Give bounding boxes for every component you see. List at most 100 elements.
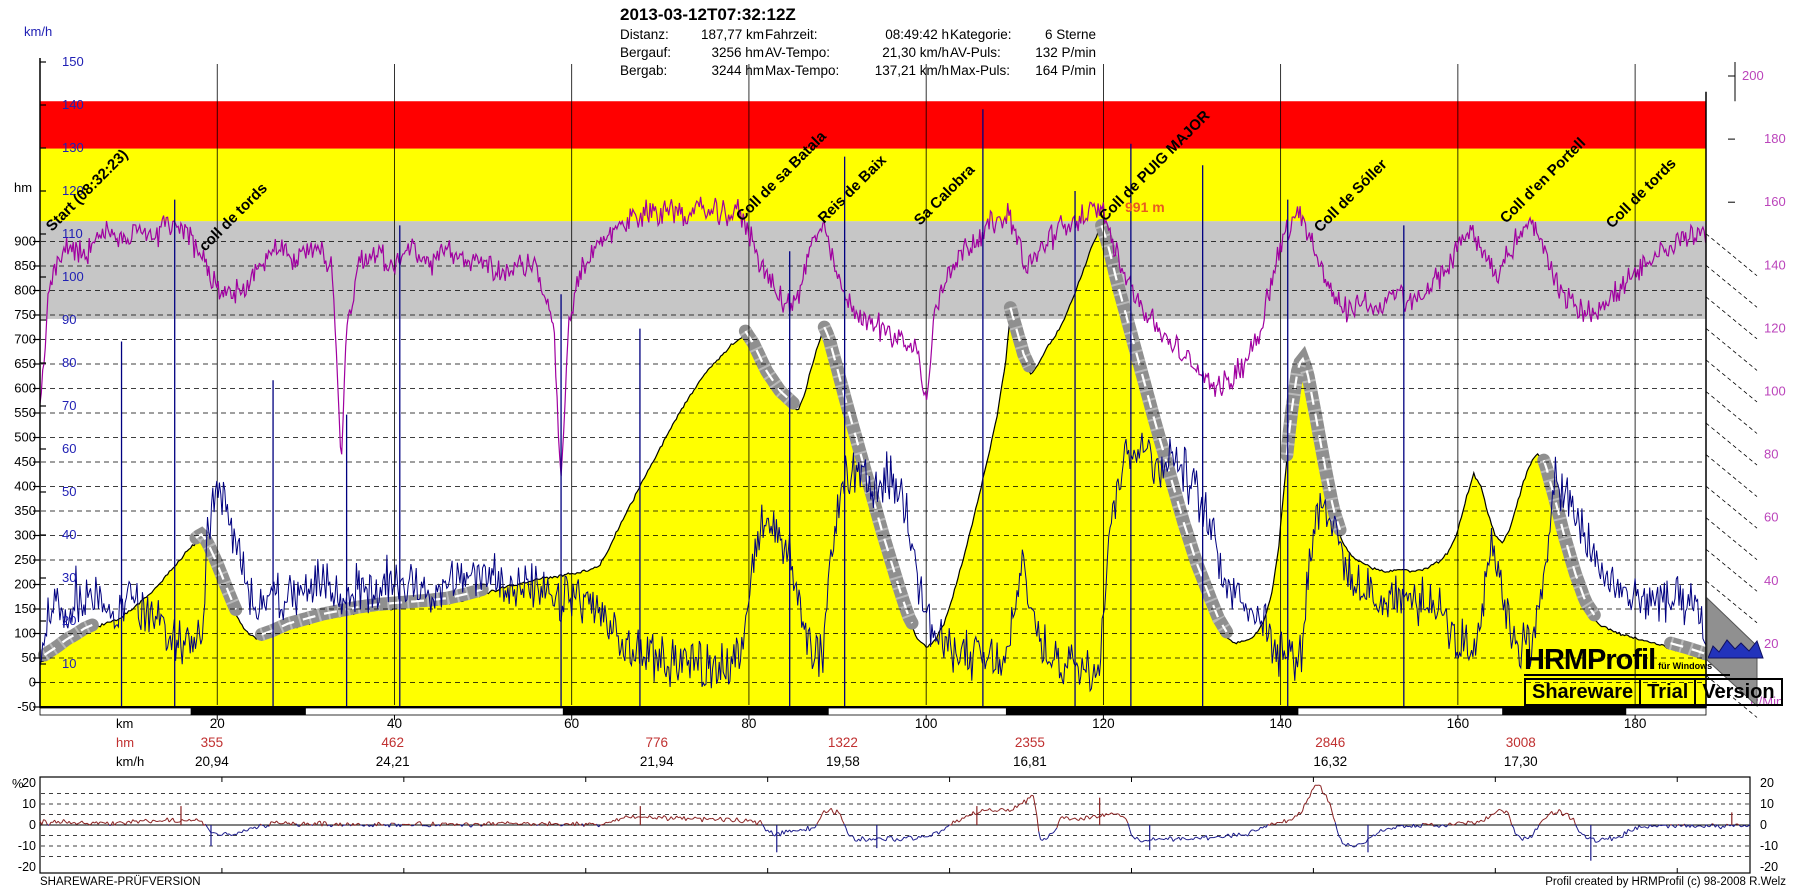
km-tick-label: 20 — [210, 716, 225, 731]
gradient-segment — [337, 822, 341, 827]
gradient-segment — [1373, 834, 1376, 837]
gradient-segment — [920, 835, 923, 838]
gradient-segment — [650, 816, 654, 820]
gradient-segment — [114, 822, 117, 826]
gradient-segment — [112, 821, 116, 826]
gradient-segment — [1060, 816, 1063, 819]
gradient-segment — [1369, 836, 1372, 839]
gradient-segment — [836, 809, 840, 814]
gradient-segment — [350, 823, 354, 827]
gradient-segment — [847, 833, 850, 837]
gradient-segment — [954, 819, 958, 823]
gradient-segment — [221, 832, 225, 836]
stat-label: Fahrzeit: — [765, 27, 818, 42]
gradient-segment — [1172, 838, 1176, 842]
gradient-segment — [397, 823, 401, 828]
gradient-segment — [1414, 825, 1418, 828]
gradient-segment — [578, 823, 581, 826]
gradient-segment — [1526, 837, 1529, 840]
gradient-segment — [779, 830, 783, 837]
gradient-segment — [45, 820, 48, 825]
gradient-segment — [798, 828, 801, 832]
gradient-segment — [972, 811, 976, 815]
gradient-segment — [1249, 829, 1252, 833]
gradient-segment — [634, 816, 637, 819]
gradient-segment — [97, 821, 101, 825]
stat-label: AV-Puls: — [950, 45, 1001, 60]
gradient-segment — [1287, 819, 1290, 821]
gradient-segment — [1454, 822, 1458, 825]
gradient-segment — [1158, 837, 1161, 840]
gradient-segment — [741, 821, 745, 824]
gradient-segment — [938, 830, 941, 835]
gradient-segment — [714, 819, 717, 821]
gradient-segment — [1305, 798, 1309, 804]
hm-tick-label: 650 — [14, 356, 36, 371]
gradient-segment — [327, 824, 330, 827]
km-tick-label: 180 — [1624, 716, 1647, 731]
gradient-segment — [61, 819, 65, 823]
gradient-segment — [265, 825, 268, 829]
gradient-segment — [1631, 829, 1634, 832]
gradient-segment — [830, 808, 834, 813]
gradient-segment — [467, 822, 470, 827]
gradient-segment — [701, 816, 705, 823]
gradient-segment — [625, 815, 628, 818]
kmh-tick-label: 80 — [62, 355, 76, 370]
gradient-tick-label: -20 — [18, 860, 36, 874]
gradient-segment — [1042, 837, 1045, 841]
gradient-segment — [1494, 810, 1498, 814]
gradient-segment — [488, 821, 492, 826]
gradient-segment — [759, 820, 763, 825]
gradient-segment — [596, 823, 599, 828]
gradient-segment — [563, 823, 566, 825]
gradient-segment — [1727, 824, 1731, 827]
gradient-segment — [1487, 816, 1491, 820]
gradient-segment — [1311, 788, 1314, 791]
gradient-segment — [547, 821, 550, 827]
gradient-segment — [1702, 826, 1705, 828]
gradient-segment — [1073, 817, 1076, 820]
gradient-segment — [1034, 805, 1038, 816]
gradient-segment — [661, 815, 665, 819]
gradient-segment — [472, 823, 476, 826]
gradient-segment — [439, 822, 443, 827]
gradient-segment — [1142, 840, 1145, 843]
gradient-segment — [665, 816, 669, 822]
gradient-segment — [930, 832, 934, 837]
gradient-segment — [1678, 824, 1682, 827]
hm-tick-label: 350 — [14, 503, 36, 518]
section-climb-value: 776 — [646, 735, 669, 750]
section-speed-value: 16,81 — [1013, 754, 1047, 769]
gradient-segment — [1300, 810, 1303, 815]
stat-value: 21,30 km/h — [882, 45, 949, 60]
gradient-segment — [900, 839, 903, 842]
gradient-segment — [556, 823, 559, 825]
gradient-segment — [276, 820, 279, 824]
gradient-segment — [137, 820, 141, 824]
gradient-segment — [1220, 836, 1223, 839]
gradient-segment — [861, 836, 865, 840]
gradient-segment — [225, 831, 228, 835]
gradient-segment — [1385, 827, 1389, 830]
gradient-segment — [443, 822, 446, 824]
gradient-segment — [783, 829, 787, 835]
gradient-segment — [381, 823, 385, 826]
hm-tick-label: 750 — [14, 307, 36, 322]
pulse-tick-label: 80 — [1764, 447, 1778, 462]
perspective-hatch — [1705, 422, 1758, 466]
gradient-segment — [1163, 837, 1167, 840]
gradient-segment — [1709, 823, 1713, 827]
section-climb-value: 1322 — [828, 735, 858, 750]
gradient-segment — [152, 819, 155, 822]
gradient-segment — [1689, 824, 1693, 828]
gradient-segment — [1447, 822, 1451, 826]
gradient-segment — [307, 822, 310, 825]
stats-column-puls: Kategorie: 6 Sterne AV-Puls: 132 P/min Max… — [950, 26, 1096, 80]
road-center-line — [43, 623, 93, 656]
gradient-segment — [76, 823, 79, 825]
gradient-segment — [1255, 830, 1258, 832]
gradient-tick-label: 10 — [22, 797, 36, 811]
gradient-segment — [1453, 823, 1456, 826]
hrm-logo-name-row: HRMProfil für Windows — [1524, 646, 1730, 676]
